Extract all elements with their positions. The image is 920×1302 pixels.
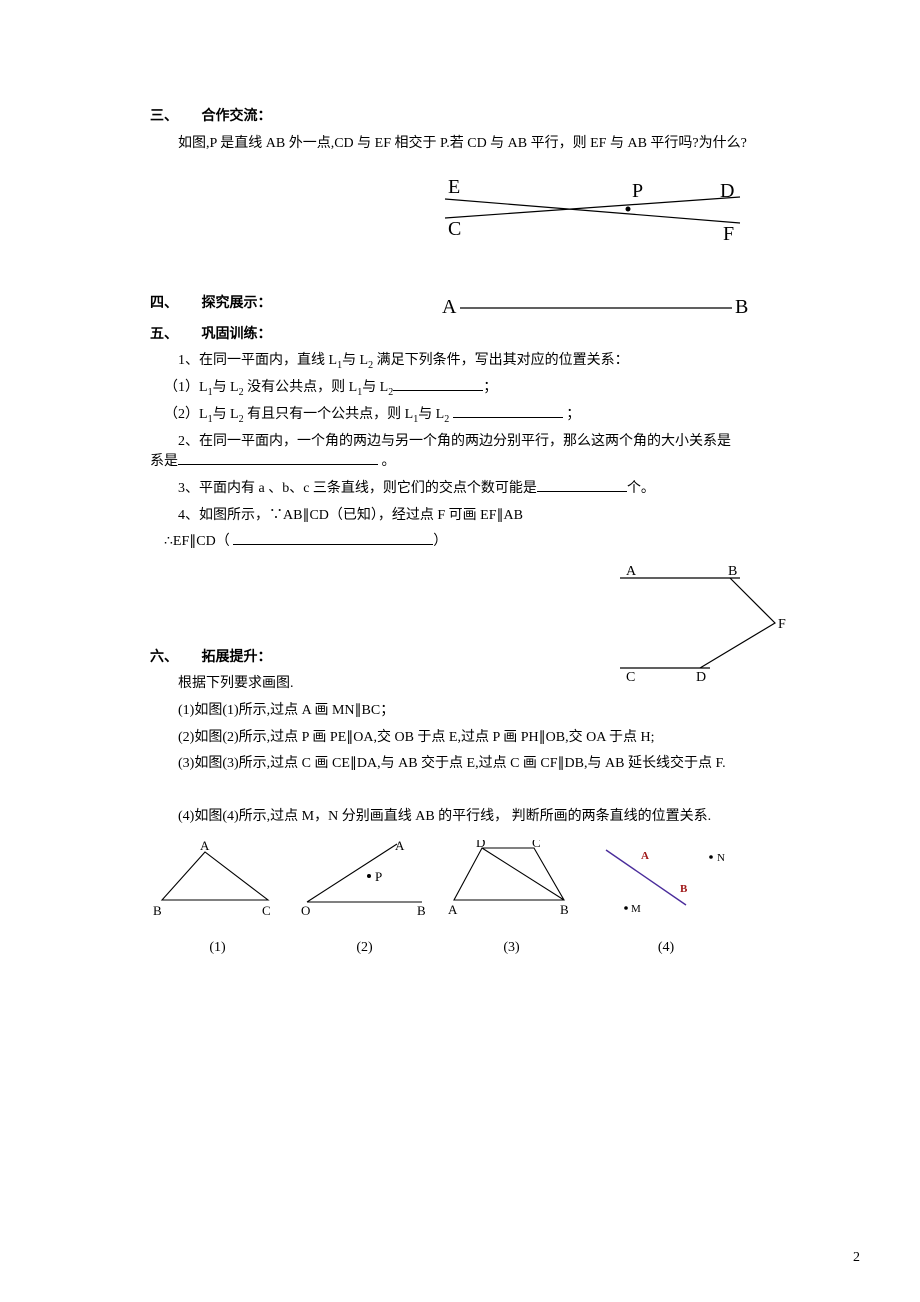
section-title: 合作交流： [202,109,272,124]
svg-text:F: F [723,223,734,245]
blank-input[interactable] [233,531,433,545]
svg-text:O: O [301,903,310,918]
caption: (4) [591,935,741,962]
figures-row: A B C (1) O A B P (2) A B [150,840,840,961]
svg-text:A: A [641,850,649,862]
figure-crossing-lines: E C P D F A B [430,175,760,336]
s6-p1: (1)如图(1)所示,过点 A 画 MN∥BC； [150,698,840,725]
svg-text:C: C [532,840,541,850]
caption: (3) [444,935,579,962]
svg-text:C: C [448,218,461,240]
figure-3: A B C D (3) [444,840,579,961]
svg-text:E: E [448,176,460,198]
section-num: 六、 [150,645,178,672]
svg-text:B: B [728,564,737,579]
svg-text:A: A [442,296,457,318]
blank-input[interactable] [453,404,563,418]
blank-input[interactable] [537,478,627,492]
svg-text:B: B [735,296,748,318]
svg-text:B: B [560,902,569,917]
svg-text:D: D [696,670,706,683]
svg-text:C: C [262,903,271,918]
page-number: 2 [853,1245,860,1272]
q1: 1、在同一平面内，直线 L1与 L2 满足下列条件，写出其对应的位置关系： [150,348,840,375]
section-title: 巩固训练： [202,327,272,342]
q1-1: （1）L1与 L2 没有公共点，则 L1与 L2； [164,375,840,402]
section-3-text: 如图,P 是直线 AB 外一点,CD 与 EF 相交于 P.若 CD 与 AB … [150,131,840,158]
svg-text:B: B [417,903,426,918]
q3: 3、平面内有 a 、b、c 三条直线，则它们的交点个数可能是个。 [150,476,840,503]
figure-pentagon: A B F C D [610,563,790,694]
figure-1: A B C (1) [150,840,285,961]
svg-text:P: P [375,869,382,884]
section-num: 五、 [150,322,178,349]
caption: (2) [297,935,432,962]
svg-text:A: A [200,840,210,853]
section-num: 四、 [150,291,178,318]
q1-2: （2）L1与 L2 有且只有一个公共点，则 L1与 L2 ； [164,402,840,429]
figure-4: A B M N (4) [591,840,741,961]
svg-text:A: A [395,840,405,853]
svg-text:D: D [476,840,485,850]
svg-text:P: P [632,180,643,202]
svg-text:C: C [626,670,635,683]
svg-text:D: D [720,180,734,202]
svg-text:F: F [778,617,786,632]
svg-text:M: M [631,903,641,915]
s6-p4: (4)如图(4)所示,过点 M，N 分别画直线 AB 的平行线， 判断所画的两条… [150,804,840,831]
svg-text:A: A [448,902,458,917]
blank-input[interactable] [393,377,483,391]
q4a: 4、如图所示，∵AB∥CD（已知），经过点 F 可画 EF∥AB [150,503,840,530]
section-title: 拓展提升： [202,650,272,665]
q4b: ∴EF∥CD（ ） [164,529,840,556]
figure-2: O A B P (2) [297,840,432,961]
s6-p2: (2)如图(2)所示,过点 P 画 PE∥OA,交 OB 于点 E,过点 P 画… [150,725,840,752]
svg-text:A: A [626,564,637,579]
s6-p3: (3)如图(3)所示,过点 C 画 CE∥DA,与 AB 交于点 E,过点 C … [150,751,840,778]
caption: (1) [150,935,285,962]
section-num: 三、 [150,104,178,131]
document-body: 三、 合作交流： 如图,P 是直线 AB 外一点,CD 与 EF 相交于 P.若… [150,104,840,455]
section-title: 探究展示： [202,296,272,311]
svg-text:B: B [680,883,688,895]
section-3-heading: 三、 合作交流： [150,104,840,131]
svg-text:B: B [153,903,162,918]
blank-input[interactable] [178,451,378,465]
svg-text:N: N [717,852,725,864]
